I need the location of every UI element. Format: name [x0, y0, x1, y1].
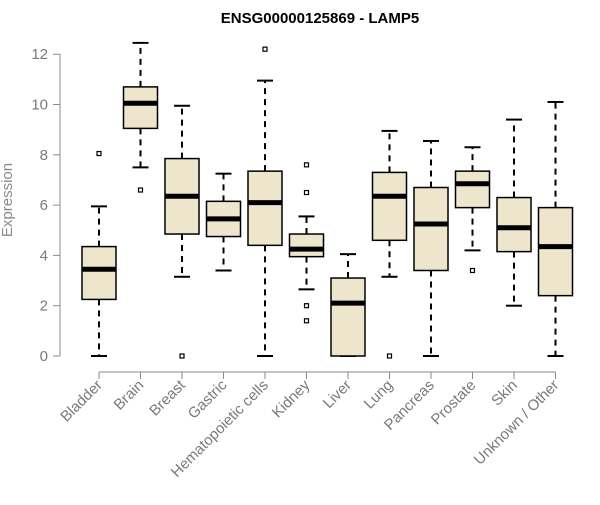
outlier-point [386, 353, 393, 359]
box-lung [371, 129, 408, 359]
box-bladder [81, 150, 117, 357]
y-tick-label: 0 [40, 348, 48, 365]
chart-title: ENSG00000125869 - LAMP5 [221, 10, 419, 27]
outlier-point [137, 187, 144, 193]
iqr-box [122, 86, 159, 130]
box-hematopoietic-cells [247, 46, 283, 357]
y-tick-label: 2 [40, 298, 48, 315]
y-tick-label: 8 [40, 147, 48, 164]
outlier-point [96, 150, 102, 157]
y-tick-label: 10 [31, 97, 48, 114]
box-breast [164, 104, 200, 359]
outlier-point [303, 318, 310, 324]
iqr-box [330, 277, 366, 357]
box-brain [122, 41, 159, 193]
x-tick-label: Bladder [57, 377, 106, 426]
x-tick-label: Lung [361, 377, 397, 413]
box-pancreas [413, 139, 449, 357]
box-gastric [205, 172, 242, 272]
x-tick-label: Prostate [428, 377, 480, 429]
y-axis: 0 2 4 6 8 10 12 [31, 46, 61, 365]
iqr-box [81, 245, 117, 301]
outlier-point [179, 353, 185, 359]
y-tick-label: 6 [40, 197, 48, 214]
x-tick-label: Breast [146, 376, 189, 419]
iqr-box [454, 170, 491, 209]
iqr-box [496, 196, 532, 253]
boxes-group [81, 41, 574, 359]
iqr-box [288, 233, 325, 258]
iqr-box [537, 206, 574, 297]
iqr-box [247, 170, 283, 247]
y-tick-label: 12 [31, 46, 48, 63]
x-tick-label: Skin [488, 377, 521, 410]
x-tick-label: Brain [111, 377, 148, 414]
box-prostate [454, 146, 491, 274]
outlier-point [303, 189, 310, 196]
iqr-box [371, 171, 408, 242]
iqr-box [413, 186, 449, 272]
outlier-point [262, 46, 268, 52]
box-kidney [288, 162, 325, 324]
y-axis-label: Expression [0, 163, 16, 237]
box-unknown-other [537, 100, 574, 357]
y-tick-label: 4 [40, 247, 48, 264]
outlier-point [469, 267, 476, 274]
outlier-point [303, 162, 310, 168]
x-tick-label: Liver [320, 377, 355, 412]
box-skin [496, 118, 532, 307]
x-tick-label: Kidney [269, 376, 314, 421]
outlier-point [303, 303, 310, 309]
box-liver [330, 253, 366, 357]
